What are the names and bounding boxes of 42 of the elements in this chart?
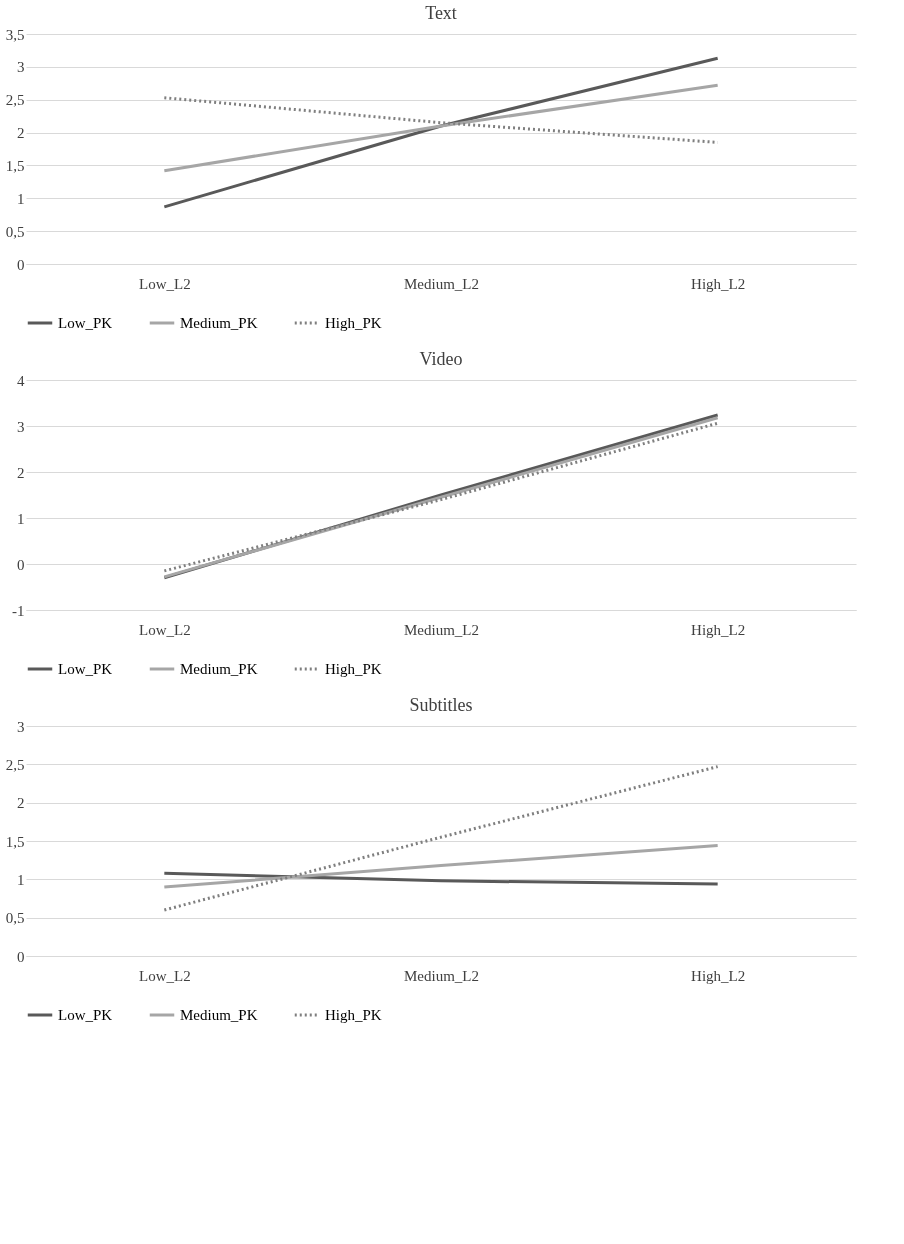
x-tick-label: Low_L2 [139, 275, 191, 292]
y-tick-label: 0 [17, 948, 25, 965]
y-tick-label: 0,5 [5, 223, 25, 240]
x-tick-label: Low_L2 [139, 967, 191, 984]
legend-label: Low_PK [58, 1007, 113, 1023]
y-tick-label: 2 [17, 464, 25, 481]
legend-label: Medium_PK [180, 661, 258, 677]
legend-label: Medium_PK [180, 315, 258, 331]
legend-label: Low_PK [58, 315, 113, 331]
y-tick-label: 1 [17, 510, 25, 527]
x-tick-label: Medium_L2 [404, 621, 479, 638]
y-tick-label: 1 [17, 871, 25, 888]
x-tick-label: High_L2 [691, 621, 746, 638]
y-tick-label: 0 [17, 256, 25, 273]
y-tick-label: 0 [17, 556, 25, 573]
y-tick-label: 1,5 [5, 157, 25, 174]
y-tick-label: 3 [17, 718, 25, 735]
x-tick-label: Medium_L2 [404, 275, 479, 292]
legend-label: Low_PK [58, 661, 113, 677]
y-tick-label: 2,5 [5, 92, 25, 109]
x-tick-label: High_L2 [691, 275, 746, 292]
y-tick-label: 3 [17, 59, 25, 76]
y-tick-label: 3 [17, 418, 25, 435]
y-tick-label: 1,5 [5, 833, 25, 850]
legend-label: High_PK [325, 1007, 382, 1023]
y-tick-label: -1 [12, 602, 25, 619]
x-tick-label: High_L2 [691, 967, 746, 984]
y-tick-label: 2 [17, 125, 25, 142]
chart-title: Subtitles [409, 695, 473, 715]
y-tick-label: 4 [17, 372, 25, 389]
chart-title: Video [419, 349, 463, 369]
y-tick-label: 1 [17, 190, 25, 207]
y-tick-label: 3,5 [5, 26, 25, 43]
legend-label: High_PK [325, 315, 382, 331]
y-tick-label: 2 [17, 795, 25, 812]
x-tick-label: Low_L2 [139, 621, 191, 638]
x-tick-label: Medium_L2 [404, 967, 479, 984]
y-tick-label: 0,5 [5, 910, 25, 927]
legend-label: High_PK [325, 661, 382, 677]
y-tick-label: 2,5 [5, 756, 25, 773]
chart-title: Text [425, 3, 457, 23]
legend-label: Medium_PK [180, 1007, 258, 1023]
